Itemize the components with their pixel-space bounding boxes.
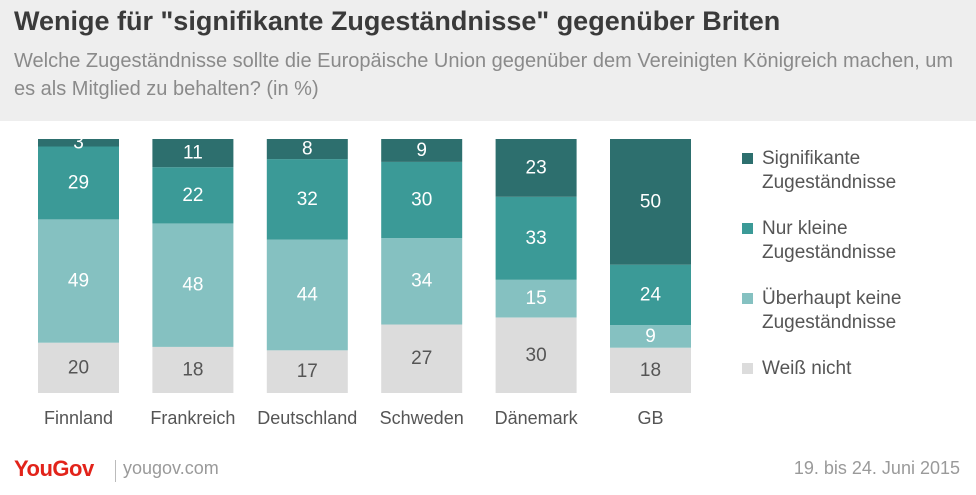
legend-label: Weiß nicht <box>762 358 852 379</box>
bar-segment <box>381 161 463 239</box>
data-label: 29 <box>68 173 89 194</box>
survey-date: 19. bis 24. Juni 2015 <box>793 458 960 478</box>
legend-label: Signifikante Zugeständnisse <box>762 148 897 193</box>
data-label: 48 <box>182 275 203 296</box>
bar-segment <box>152 223 234 347</box>
legend-label: Überhaupt keine Zugeständnisse <box>762 288 902 333</box>
bar-segment <box>38 342 119 393</box>
bar-segment <box>381 139 463 162</box>
data-label: 9 <box>416 140 427 161</box>
bar-segment <box>610 325 691 348</box>
legend-swatch <box>742 223 753 234</box>
data-label: 27 <box>411 348 432 369</box>
category-label: Schweden <box>380 408 464 428</box>
data-label: 18 <box>182 359 203 380</box>
bar-segment <box>381 324 463 393</box>
bar-segment <box>610 264 691 326</box>
data-label: 3 <box>73 132 84 153</box>
brand-url-link[interactable]: yougov.com <box>123 458 219 478</box>
bar-segment <box>38 219 119 343</box>
category-label: GB <box>637 408 663 428</box>
bar-segment <box>152 346 234 393</box>
chart-title: Wenige für "signifikante Zugeständnisse"… <box>14 6 781 36</box>
data-label: 15 <box>526 288 547 309</box>
data-label: 34 <box>411 271 433 292</box>
bar-segment <box>152 139 234 168</box>
data-label: 50 <box>640 191 661 212</box>
chart-subtitle: Welche Zugeständnisse sollte die Europäi… <box>14 50 954 100</box>
data-label: 8 <box>302 139 313 160</box>
data-label: 18 <box>640 360 661 381</box>
bar-segment <box>610 347 691 393</box>
header-band: Wenige für "signifikante Zugeständnisse"… <box>0 0 976 121</box>
bar-segment <box>495 196 577 280</box>
category-label: Frankreich <box>150 408 235 428</box>
bar-segment <box>266 239 348 351</box>
data-label: 20 <box>68 357 89 378</box>
data-label: 32 <box>297 189 318 210</box>
data-label: 11 <box>183 143 203 164</box>
bar-segment <box>266 159 348 240</box>
bar-segment <box>495 279 577 318</box>
data-label: 24 <box>640 284 662 305</box>
data-label: 44 <box>297 284 319 305</box>
category-label: Deutschland <box>257 408 357 428</box>
category-label: Finnland <box>44 408 113 428</box>
bar-segment <box>38 146 119 220</box>
yougov-logo[interactable]: YouGov <box>14 456 94 481</box>
category-label: Dänemark <box>495 408 579 428</box>
bar-segment <box>266 350 348 393</box>
brand-divider <box>115 460 116 482</box>
legend-swatch <box>742 293 753 304</box>
data-label: 23 <box>526 157 547 178</box>
bar-segment <box>266 139 348 160</box>
bar-segment <box>152 167 234 224</box>
data-label: 33 <box>526 228 547 249</box>
data-label: 17 <box>297 361 318 382</box>
bar-segment <box>38 139 119 147</box>
bar-segment <box>495 139 577 197</box>
data-label: 22 <box>182 185 203 206</box>
bar-segment <box>381 238 463 325</box>
legend-swatch <box>742 153 753 164</box>
data-label: 30 <box>411 190 432 211</box>
bar-segment <box>495 317 577 393</box>
data-label: 49 <box>68 271 89 292</box>
bar-segment <box>610 139 691 265</box>
legend-label: Nur kleine Zugeständnisse <box>762 218 897 263</box>
data-label: 30 <box>526 345 547 366</box>
legend-swatch <box>742 363 753 374</box>
data-label: 9 <box>645 326 656 347</box>
